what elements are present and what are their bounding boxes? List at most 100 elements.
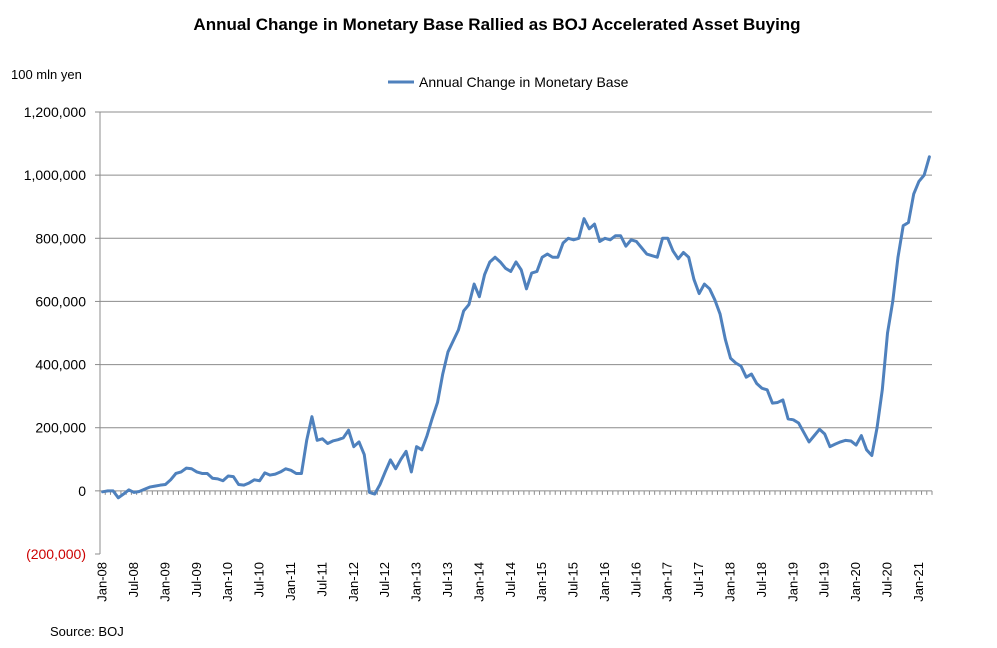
y-tick-label: 800,000 (35, 230, 86, 246)
data-point (342, 436, 345, 440)
data-point (771, 401, 774, 405)
x-tick-label: Jan-08 (95, 562, 110, 602)
data-point (441, 372, 444, 376)
data-point (509, 270, 512, 273)
data-point (718, 312, 722, 316)
data-point (520, 268, 523, 272)
data-point (472, 282, 476, 286)
data-point (813, 434, 816, 437)
y-axis-unit-label: 100 mln yen (11, 67, 82, 82)
data-point (896, 256, 900, 259)
data-point (593, 222, 596, 226)
data-point (786, 417, 790, 421)
data-point (138, 490, 141, 493)
data-point (164, 483, 167, 486)
data-point (734, 361, 737, 365)
data-point (823, 432, 826, 436)
data-point (467, 303, 471, 306)
data-point (540, 256, 544, 259)
data-point (865, 448, 868, 452)
data-point (807, 440, 811, 444)
data-point (792, 418, 795, 422)
data-point (729, 357, 732, 360)
x-tick-label: Jan-10 (220, 562, 235, 602)
data-point (389, 458, 392, 462)
x-tick-label: Jan-18 (723, 562, 738, 602)
data-point (457, 328, 460, 332)
data-point (284, 467, 287, 470)
data-point (211, 477, 214, 480)
data-point (232, 475, 235, 478)
x-tick-label: Jul-12 (377, 562, 392, 597)
series-layer (101, 155, 931, 500)
data-point (739, 364, 743, 368)
data-point (143, 488, 146, 491)
data-point (713, 298, 717, 302)
data-point (420, 448, 424, 452)
x-tick-label: Jan-16 (597, 562, 612, 602)
x-tick-label: Jul-11 (314, 562, 329, 596)
data-point (425, 434, 429, 437)
data-point (849, 439, 853, 443)
data-point (902, 224, 905, 227)
x-tick-label: Jul-19 (817, 562, 832, 597)
x-tick-label: Jan-20 (848, 562, 863, 602)
data-point (692, 278, 696, 281)
data-point (179, 470, 183, 474)
data-point (891, 300, 894, 303)
data-point (242, 483, 246, 487)
data-point (624, 244, 628, 248)
y-tick-label: 200,000 (35, 420, 86, 436)
x-tick-label: Jan-12 (346, 562, 361, 602)
data-point (253, 478, 256, 482)
data-point (640, 246, 643, 249)
data-point (237, 483, 240, 486)
data-point (650, 254, 654, 257)
data-point (839, 440, 842, 444)
data-point (326, 442, 329, 445)
data-point (399, 458, 403, 461)
y-tick-label: 1,000,000 (24, 167, 86, 183)
data-point (185, 466, 188, 470)
data-point (404, 450, 408, 453)
x-axis-ticks: Jan-08 Jul-08 Jan-09 Jul-09 Jan-10 Jul-10 Jan-… (95, 490, 933, 602)
data-point (907, 221, 910, 224)
x-tick-label: Jan-17 (660, 562, 675, 602)
data-point (582, 217, 586, 220)
data-point (645, 252, 649, 256)
y-tick-label: 600,000 (35, 293, 86, 309)
y-tick-label: 1,200,000 (24, 104, 86, 120)
data-point (870, 454, 874, 457)
data-point (666, 237, 669, 240)
data-point (504, 267, 507, 270)
x-tick-label: Jul-16 (628, 562, 643, 597)
x-tick-label: Jan-21 (911, 562, 926, 602)
data-point (760, 387, 764, 390)
data-point (860, 434, 863, 437)
data-point (300, 472, 303, 475)
data-point (347, 429, 350, 432)
data-point (195, 470, 199, 474)
x-tick-label: Jan-15 (534, 562, 549, 602)
data-point (755, 382, 758, 385)
data-point (462, 309, 465, 313)
data-point (200, 472, 204, 475)
source-note: Source: BOJ (50, 624, 124, 639)
data-point (415, 445, 418, 448)
data-point (127, 488, 130, 492)
data-point (357, 440, 361, 444)
data-point (410, 470, 413, 474)
data-point (603, 237, 607, 240)
data-point (765, 388, 769, 392)
x-tick-label: Jul-10 (252, 562, 267, 597)
data-point (745, 376, 748, 379)
data-point (614, 234, 617, 237)
data-point (373, 492, 376, 496)
data-point (881, 388, 884, 392)
data-point (436, 401, 439, 404)
legend-label: Annual Change in Monetary Base (419, 74, 629, 90)
data-point (289, 469, 293, 472)
x-tick-label: Jul-14 (503, 562, 518, 597)
data-point (671, 249, 675, 253)
